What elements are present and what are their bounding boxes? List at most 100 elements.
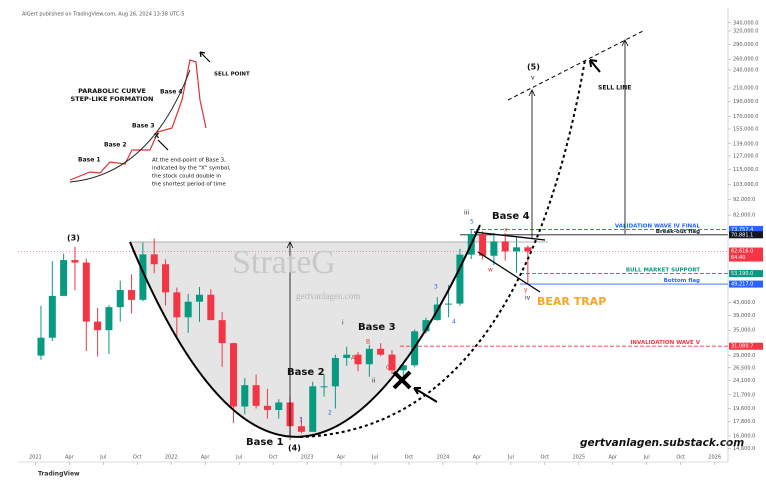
x-tick-label: 2022 — [165, 455, 178, 461]
y-tick-label: 115,000.0 — [733, 167, 758, 173]
candle-body — [490, 241, 498, 256]
y-tick-label: 43,000.0 — [733, 300, 755, 306]
candle-body — [331, 357, 339, 387]
y-tick-label: 35,000.0 — [733, 328, 755, 334]
wave-label: (5) — [527, 63, 540, 72]
candle-body — [297, 426, 305, 432]
wave-label: iv — [525, 295, 531, 302]
y-tick-label: 190,000.0 — [733, 99, 758, 105]
pointer-arrow — [413, 387, 438, 403]
level-label: Break-out flag — [656, 229, 700, 235]
y-tick-label: 17,800.0 — [733, 419, 755, 425]
candle-body — [263, 405, 271, 410]
candle-body — [309, 386, 317, 432]
arrow-head — [621, 39, 629, 47]
axes: 340,000.0 320,000.0 290,000.0 260,000.0 240,… — [18, 8, 763, 463]
candle-body — [343, 354, 351, 358]
price-badge-label: 70,881.1 — [731, 232, 753, 238]
inset-note: the shortest period of time — [152, 182, 226, 188]
base-label: Base 2 — [287, 367, 325, 378]
y-tick-label: 19,600.0 — [733, 406, 755, 412]
y-tick-label: 103,000.0 — [733, 182, 758, 188]
x-tick-label: Oct — [541, 455, 550, 461]
y-tick-label: 14,600.0 — [733, 446, 755, 452]
source: AlGert published on TradingView.com, Aug… — [22, 12, 184, 18]
candle-body — [422, 320, 430, 332]
price-badge — [729, 342, 763, 350]
arrow-head — [286, 241, 294, 249]
candle-body — [388, 354, 396, 371]
price-badge — [729, 231, 763, 239]
candle-body — [128, 290, 136, 300]
y-tick-label: 340,000.0 — [733, 20, 758, 26]
level-label: INVALIDATION WAVE V — [630, 340, 700, 346]
arrow-head — [528, 89, 536, 97]
candle-body — [501, 241, 509, 252]
platform: TradingView — [38, 471, 80, 478]
inset-base: Base 2 — [104, 142, 127, 149]
candle-body — [150, 254, 158, 265]
x-tick-label: Jul — [643, 455, 650, 461]
candle-body — [445, 303, 453, 305]
price-badge-label: 49,217.0 — [731, 282, 753, 288]
y-tick-label: 170,000.0 — [733, 114, 758, 120]
y-tick-label: 82,000.0 — [733, 213, 755, 219]
x-tick-label: Jul — [371, 455, 378, 461]
candle-body — [116, 290, 124, 308]
y-tick-label: 29,000.0 — [733, 353, 755, 359]
inset-staircase — [69, 59, 207, 181]
x-tick-label: 2025 — [572, 455, 585, 461]
inset-x: X — [154, 132, 160, 140]
wave-label: iii — [464, 210, 469, 217]
candle-body — [275, 402, 283, 410]
wave-label: C — [386, 365, 390, 372]
wave-label: 1 — [299, 417, 303, 424]
x-tick-label: Apr — [473, 455, 483, 461]
candle-body — [241, 385, 249, 407]
wave-label: (4) — [288, 444, 301, 453]
price-badge — [729, 270, 763, 278]
sell-point: SELL POINT — [214, 72, 250, 78]
x-tick-label: Oct — [676, 455, 685, 461]
inset-note: indicated by the "X" symbol, — [152, 166, 231, 172]
x-tick-label: Jul — [99, 455, 106, 461]
candle-body — [105, 307, 113, 331]
x-tick-label: Jul — [507, 455, 514, 461]
y-tick-label: 139,000.0 — [733, 141, 758, 147]
x-tick-label: 2023 — [301, 455, 314, 461]
website: gertvanlagen.substack.com — [580, 437, 744, 449]
level-label: VALIDATION WAVE IV FINAL — [615, 223, 701, 229]
wedge — [473, 231, 546, 293]
wave-label: y — [524, 287, 528, 294]
candles — [37, 229, 532, 441]
candle-body — [60, 260, 68, 296]
x-tick-label: Jul — [235, 455, 242, 461]
candle-body — [320, 386, 328, 388]
y-tick-label: 26,500.0 — [733, 365, 755, 371]
inset-base: Base 1 — [78, 157, 101, 164]
parabola-projection — [299, 59, 586, 438]
inset-title: PARABOLIC CURVE — [78, 87, 146, 95]
wave-label: i — [342, 320, 344, 327]
pointer-arrow — [589, 59, 601, 73]
y-tick-label: 260,000.0 — [733, 57, 758, 63]
candle-body — [94, 321, 102, 331]
candle-body — [139, 254, 147, 300]
wave-label: ii — [372, 378, 376, 385]
candle-body — [229, 343, 237, 407]
y-tick-label: 320,000.0 — [733, 29, 758, 35]
wave-label: 5 — [470, 219, 474, 226]
wave-label: (3) — [67, 234, 80, 243]
x-tick-label: Apr — [337, 455, 347, 461]
inset-curve — [69, 69, 191, 183]
wave-label: 3 — [434, 284, 438, 291]
base-label: Base 4 — [492, 211, 530, 222]
price-badge-label: 62,616.0 — [731, 249, 753, 255]
candle-body — [173, 292, 181, 318]
watermark-url: gertvanlagen.com — [296, 291, 360, 301]
x-tick-label: 2024 — [437, 455, 450, 461]
candle-body — [218, 320, 226, 344]
wave-label: B — [366, 339, 370, 346]
wave-label: 2 — [328, 410, 332, 417]
